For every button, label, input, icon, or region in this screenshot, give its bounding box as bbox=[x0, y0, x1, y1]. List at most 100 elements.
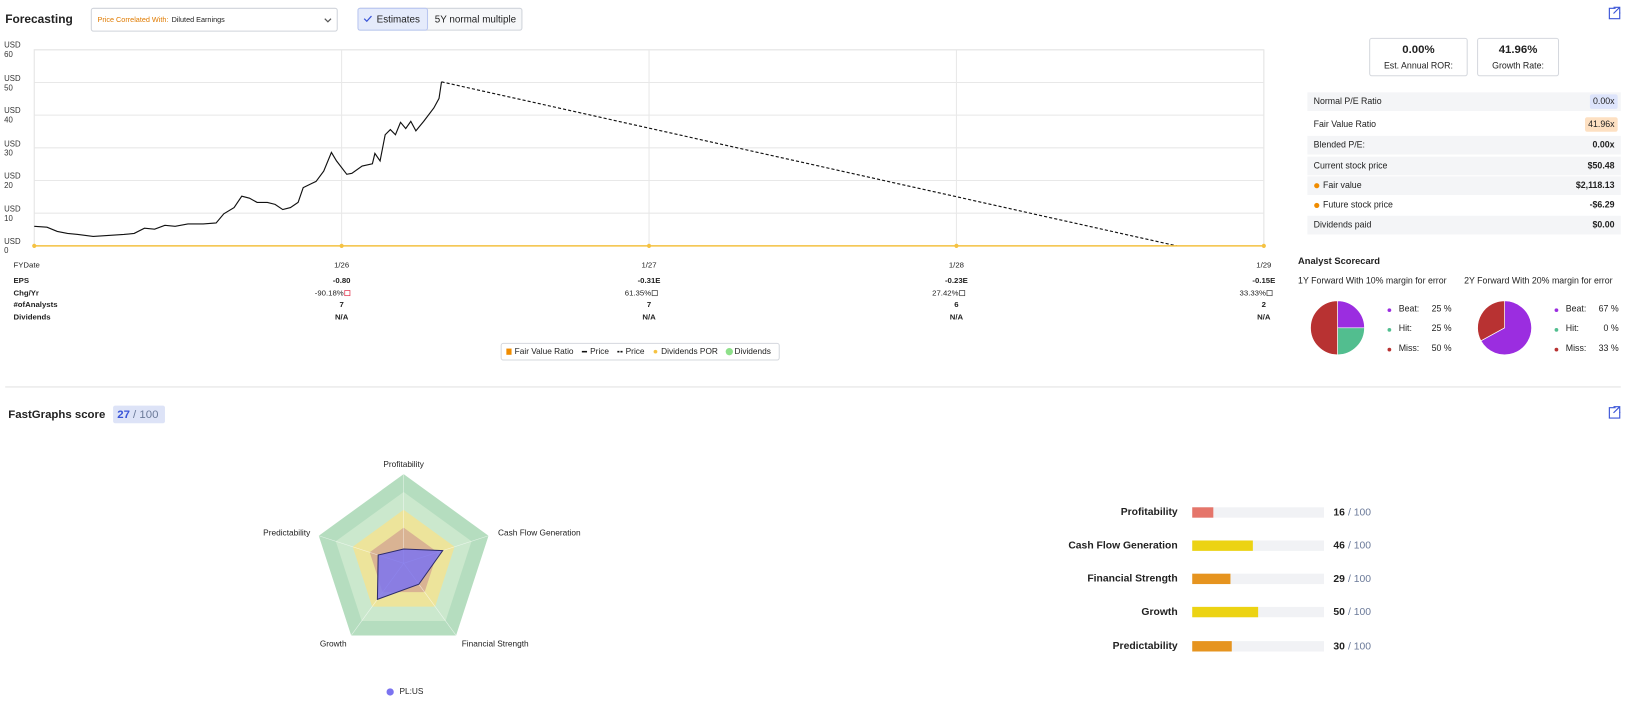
y-tick-label-box: USD 20 bbox=[4, 171, 21, 190]
radar-axis-label: Cash Flow Generation bbox=[498, 527, 581, 537]
score-value: 27 bbox=[117, 409, 130, 421]
pie-legend-label: Beat: bbox=[1566, 303, 1587, 313]
y-tick-label: USD 20 bbox=[4, 171, 21, 190]
x-tick-label: 1/29 bbox=[1256, 261, 1271, 270]
bar-track bbox=[1192, 573, 1325, 585]
table-cell: N/A bbox=[950, 313, 964, 322]
metric-value: 0.00x bbox=[1593, 140, 1615, 150]
metric-label: Current stock price bbox=[1314, 160, 1388, 170]
table-cell: 7 bbox=[647, 300, 651, 309]
y-tick-label-box: USD 0 bbox=[4, 236, 21, 256]
bar-label: Financial Strength bbox=[1087, 574, 1177, 585]
series-point bbox=[32, 243, 37, 248]
pie-legend-dot bbox=[1554, 328, 1559, 332]
legend-label: Fair Value Ratio bbox=[515, 346, 574, 356]
y-tick-label: USD 60 bbox=[4, 40, 21, 60]
table-cell: N/A bbox=[335, 313, 349, 322]
pie-legend-dot bbox=[1387, 308, 1392, 313]
bar-value-number: 16 bbox=[1333, 507, 1345, 518]
scorecard-title: Analyst Scorecard bbox=[1298, 256, 1380, 266]
radar-axis-label: Growth bbox=[320, 638, 347, 648]
pie-slice bbox=[1477, 300, 1505, 342]
bar-value-number: 46 bbox=[1333, 540, 1345, 551]
toggle-estimates[interactable] bbox=[357, 7, 429, 31]
bar-label: Cash Flow Generation bbox=[1068, 540, 1177, 551]
series-line bbox=[441, 81, 1177, 247]
pie-legend-label: Miss: bbox=[1399, 343, 1420, 353]
correlation-dropdown[interactable] bbox=[90, 7, 338, 32]
metric-value: 41.96x bbox=[1588, 119, 1615, 129]
metric-label: Future stock price bbox=[1323, 200, 1393, 210]
series-point bbox=[1261, 243, 1266, 248]
bar-label: Growth bbox=[1141, 607, 1177, 618]
bar-label: Predictability bbox=[1113, 641, 1178, 652]
bar-value-max: / 100 bbox=[1348, 641, 1371, 652]
bar-value: 46/ 100 bbox=[1333, 540, 1371, 551]
bar-value-max: / 100 bbox=[1348, 607, 1371, 618]
legend-icon bbox=[506, 348, 512, 355]
bar-value: 29/ 100 bbox=[1333, 574, 1371, 585]
metric-row bbox=[1307, 156, 1621, 176]
table-header: FYDate bbox=[13, 261, 39, 270]
toggle-label: 5Y normal multiple bbox=[435, 14, 517, 25]
pie-value-label: 33 % bbox=[1599, 343, 1619, 353]
page-title: Forecasting bbox=[5, 12, 73, 26]
pie-legend-dot bbox=[1554, 308, 1559, 313]
bar-track bbox=[1192, 507, 1325, 518]
bar-value-max: / 100 bbox=[1348, 574, 1371, 585]
radar-legend-label: PL:US bbox=[399, 686, 423, 696]
series-line bbox=[34, 81, 443, 237]
metric-row bbox=[1307, 92, 1621, 112]
pie-slice bbox=[1480, 300, 1532, 356]
pie-legend-dot bbox=[1387, 347, 1392, 352]
bar-value-number: 29 bbox=[1333, 574, 1345, 585]
toggle-label: Estimates bbox=[377, 14, 420, 25]
x-tick-label: 1/27 bbox=[641, 261, 656, 270]
row-label: EPS bbox=[13, 276, 29, 285]
stat-value: 41.96% bbox=[1499, 44, 1538, 56]
score-max: / 100 bbox=[133, 409, 158, 421]
table-cell: 2 bbox=[1262, 300, 1267, 309]
table-cell: 7 bbox=[339, 300, 343, 309]
row-label: Dividends bbox=[13, 313, 50, 322]
pie-legend-label: Hit: bbox=[1399, 323, 1412, 333]
table-cell: -0.15E bbox=[1252, 276, 1275, 285]
x-tick-label: 1/28 bbox=[949, 261, 964, 270]
y-tick-label-box: USD 50 bbox=[4, 73, 20, 92]
correlation-value: Diluted Earnings bbox=[172, 15, 226, 24]
metric-dot bbox=[1314, 183, 1320, 189]
table-cell: -90.18% bbox=[315, 289, 344, 298]
table-cell: 27.42% bbox=[932, 289, 958, 298]
pie-slice bbox=[1337, 300, 1365, 329]
bar-value-max: / 100 bbox=[1348, 507, 1371, 518]
external-link[interactable] bbox=[1608, 6, 1621, 20]
bar-value-number: 30 bbox=[1333, 641, 1345, 652]
metric-label: Normal P/E Ratio bbox=[1314, 96, 1382, 106]
metric-badge bbox=[1589, 94, 1618, 109]
stat-label: Growth Rate: bbox=[1492, 61, 1544, 71]
metric-value: $0.00 bbox=[1593, 219, 1615, 229]
bar-value-max: / 100 bbox=[1348, 540, 1371, 551]
y-tick-label: USD 0 bbox=[4, 236, 21, 256]
y-tick-label-box: USD 30 bbox=[4, 138, 20, 157]
bar bbox=[1192, 540, 1253, 551]
dropdown-chevron bbox=[324, 18, 332, 23]
metric-label: Fair value bbox=[1323, 180, 1362, 190]
check-icon bbox=[363, 15, 372, 23]
bar-track bbox=[1192, 540, 1325, 551]
metric-badge bbox=[1585, 117, 1618, 132]
external-link[interactable] bbox=[1608, 406, 1621, 419]
bar bbox=[1192, 641, 1232, 652]
legend-box bbox=[500, 342, 780, 361]
bar bbox=[1192, 606, 1259, 618]
stat-label: Est. Annual ROR: bbox=[1384, 61, 1453, 71]
pie-legend-label: Miss: bbox=[1566, 343, 1587, 353]
bar-value-number: 50 bbox=[1333, 607, 1345, 618]
bar-track bbox=[1192, 641, 1325, 652]
pie-legend-label: Beat: bbox=[1399, 303, 1420, 313]
score-badge bbox=[113, 405, 165, 424]
metric-value: -$6.29 bbox=[1590, 200, 1615, 210]
legend-label: Price bbox=[590, 346, 609, 356]
pie-slice bbox=[1337, 327, 1365, 356]
